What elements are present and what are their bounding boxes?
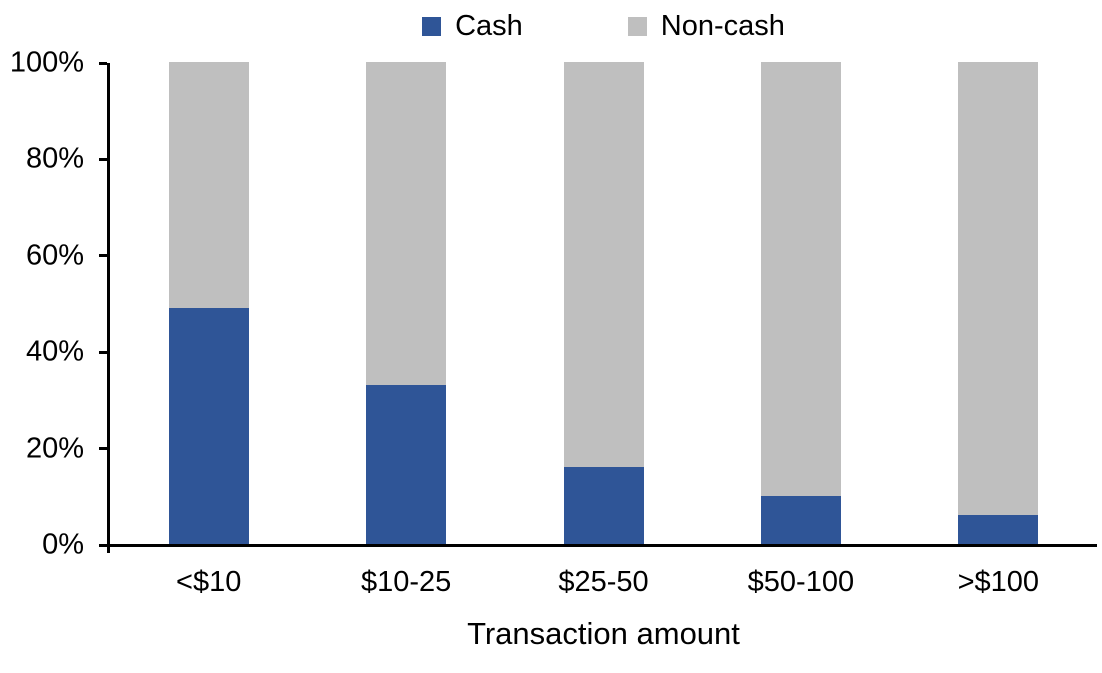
bar-segment-cash	[168, 307, 249, 544]
x-axis-category-label: $25-50	[558, 566, 649, 598]
y-axis-tick	[99, 61, 107, 65]
bar-1	[168, 62, 249, 544]
bar-segment-cash	[366, 384, 447, 544]
y-axis-tick-label: 20%	[25, 432, 84, 465]
y-axis-tick-label: 40%	[25, 335, 84, 368]
x-axis-title: Transaction amount	[467, 616, 740, 651]
y-axis-tick	[99, 254, 107, 258]
cash-swatch-icon	[422, 17, 442, 36]
bar-segment-cash	[958, 515, 1039, 544]
bar-2	[366, 62, 447, 544]
plot-area: 0% 20% 40% 60% 80% 100% <$10 $10-25 $25-50 $50-10…	[10, 48, 1097, 597]
bar-segment-cash	[563, 466, 644, 544]
legend-item-noncash: Non-cash	[627, 10, 785, 42]
bar-5	[958, 62, 1039, 544]
legend-label-noncash: Non-cash	[660, 10, 785, 42]
x-axis-category-label: $10-25	[360, 566, 452, 598]
x-axis-category-label: <$10	[176, 566, 242, 598]
x-axis-category-label: >$100	[957, 566, 1040, 598]
bar-4	[760, 62, 841, 544]
x-axis-line	[107, 544, 1097, 547]
bar-segment-cash	[760, 495, 841, 544]
bar-3	[563, 62, 644, 544]
bar-segment-non-cash	[760, 62, 841, 496]
y-axis-line	[107, 63, 110, 553]
bar-segment-non-cash	[958, 62, 1039, 516]
legend-item-cash: Cash	[422, 12, 523, 41]
x-axis-category-label: $50-100	[747, 566, 855, 598]
y-axis-tick-label: 80%	[25, 142, 84, 175]
y-axis-tick	[99, 157, 107, 161]
y-axis-tick-label: 100%	[9, 46, 84, 79]
bar-segment-non-cash	[168, 62, 249, 308]
y-axis-tick	[99, 543, 107, 547]
y-axis-tick	[99, 350, 107, 354]
y-axis-tick-label: 60%	[25, 239, 84, 272]
y-axis-tick-label: 0%	[42, 528, 84, 561]
noncash-swatch-icon	[627, 17, 647, 36]
legend-label-cash: Cash	[455, 10, 523, 42]
bar-segment-non-cash	[563, 62, 644, 467]
bar-segment-non-cash	[366, 62, 447, 385]
chart-legend: Cash Non-cash	[110, 12, 1097, 41]
y-axis-tick	[99, 447, 107, 451]
